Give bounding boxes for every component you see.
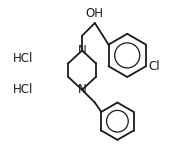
Text: N: N xyxy=(78,44,86,57)
Text: Cl: Cl xyxy=(148,60,160,73)
Text: HCl: HCl xyxy=(13,83,33,96)
Text: HCl: HCl xyxy=(13,52,33,65)
Text: OH: OH xyxy=(86,7,104,20)
Text: N: N xyxy=(78,83,86,96)
